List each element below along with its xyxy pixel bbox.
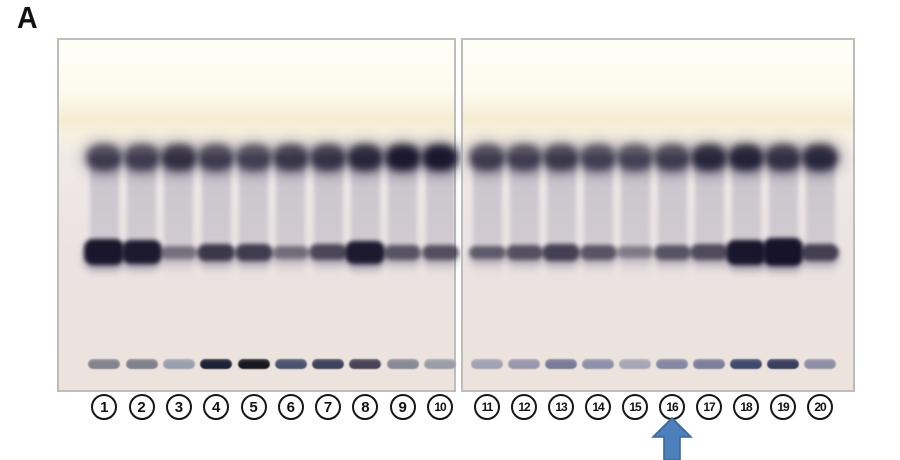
lane-number-11: 11 xyxy=(474,394,500,420)
lane-number-10: 10 xyxy=(427,394,453,420)
lane-1-mid-band xyxy=(84,239,125,265)
lane-11-origin-band xyxy=(471,359,503,369)
lane-number-9: 9 xyxy=(389,394,416,420)
lane-number-3: 3 xyxy=(165,394,192,420)
lane-10-top-band xyxy=(422,144,458,171)
lane-12-origin-band xyxy=(508,359,540,369)
lane-16-mid-band xyxy=(653,244,691,260)
lane-18-top-band xyxy=(728,144,764,171)
lane-7-origin-band xyxy=(312,359,345,369)
lane-19-mid-band xyxy=(763,238,803,266)
lane-16-origin-band xyxy=(656,359,688,369)
gel-panel-left xyxy=(57,38,459,392)
lane-number-14: 14 xyxy=(585,394,611,420)
lane-number-6: 6 xyxy=(277,394,304,420)
lane-14-smear xyxy=(583,156,613,278)
lane-9-smear xyxy=(388,156,418,278)
lane-20-mid-band xyxy=(801,243,839,261)
arrow-up-icon xyxy=(651,416,693,460)
lane-17-top-band xyxy=(691,144,727,171)
lane-6-smear xyxy=(276,156,306,278)
lane-number-2: 2 xyxy=(128,394,155,420)
lane-8-origin-band xyxy=(349,359,382,369)
lane-19-top-band xyxy=(765,144,801,171)
lane-9-mid-band xyxy=(384,244,422,260)
lane-20-top-band xyxy=(802,144,838,171)
lane-number-15: 15 xyxy=(622,394,648,420)
gel-panel-right xyxy=(461,38,855,392)
lane-5-origin-band xyxy=(237,359,270,369)
lane-20-origin-band xyxy=(804,359,836,369)
lane-8-top-band xyxy=(347,144,384,171)
lane-7-mid-band xyxy=(309,244,348,260)
lane-number-17: 17 xyxy=(696,394,722,420)
lane-3-origin-band xyxy=(162,359,195,369)
lane-3-smear xyxy=(164,156,194,278)
lane-16-top-band xyxy=(654,144,690,171)
lane-14-top-band xyxy=(580,144,616,171)
lane-10-origin-band xyxy=(424,359,456,369)
lane-12-smear xyxy=(509,156,539,278)
lane-9-top-band xyxy=(384,144,421,171)
lane-11-smear xyxy=(472,156,502,278)
lane-15-origin-band xyxy=(619,359,651,369)
lane-12-top-band xyxy=(506,144,542,171)
lane-15-mid-band xyxy=(617,246,653,258)
lane-number-13: 13 xyxy=(548,394,574,420)
lane-number-5: 5 xyxy=(240,394,267,420)
lane-10-smear xyxy=(425,156,455,278)
lane-5-top-band xyxy=(235,144,272,171)
lane-number-12: 12 xyxy=(511,394,537,420)
lane-13-mid-band xyxy=(542,243,580,261)
lane-number-18: 18 xyxy=(733,394,759,420)
lane-6-top-band xyxy=(272,144,309,171)
lane-6-mid-band xyxy=(272,245,309,259)
lane-number-4: 4 xyxy=(203,394,230,420)
lane-7-top-band xyxy=(310,144,347,171)
lane-19-origin-band xyxy=(767,359,799,369)
lane-14-mid-band xyxy=(579,244,617,260)
lane-10-mid-band xyxy=(421,244,459,260)
lane-11-mid-band xyxy=(468,245,506,259)
lane-6-origin-band xyxy=(274,359,307,369)
lane-number-8: 8 xyxy=(352,394,379,420)
lane-3-top-band xyxy=(160,144,197,171)
lane-4-top-band xyxy=(198,144,235,171)
lane-11-top-band xyxy=(469,144,505,171)
lane-18-origin-band xyxy=(730,359,762,369)
lane-16-smear xyxy=(657,156,687,278)
figure-label: A xyxy=(17,0,38,35)
lane-16-arrow xyxy=(651,416,693,460)
lane-17-mid-band xyxy=(690,244,728,260)
lane-13-top-band xyxy=(543,144,579,171)
lane-12-mid-band xyxy=(505,244,543,260)
lane-9-origin-band xyxy=(386,359,419,369)
lane-number-20: 20 xyxy=(807,394,833,420)
lane-13-origin-band xyxy=(545,359,577,369)
lane-2-origin-band xyxy=(125,359,158,369)
lane-number-7: 7 xyxy=(315,394,342,420)
lane-17-origin-band xyxy=(693,359,725,369)
lane-14-origin-band xyxy=(582,359,614,369)
lane-1-top-band xyxy=(86,144,123,171)
lane-18-mid-band xyxy=(726,239,766,265)
lane-15-top-band xyxy=(617,144,653,171)
lane-5-mid-band xyxy=(234,243,273,261)
lane-number-19: 19 xyxy=(770,394,796,420)
lane-4-origin-band xyxy=(200,359,233,369)
lane-3-mid-band xyxy=(160,245,197,259)
lane-8-mid-band xyxy=(345,240,386,264)
lane-2-mid-band xyxy=(121,240,162,264)
lane-2-top-band xyxy=(123,144,160,171)
lane-4-mid-band xyxy=(197,243,236,261)
lane-number-1: 1 xyxy=(91,394,118,420)
lane-1-origin-band xyxy=(88,359,121,369)
lane-15-smear xyxy=(620,156,650,278)
